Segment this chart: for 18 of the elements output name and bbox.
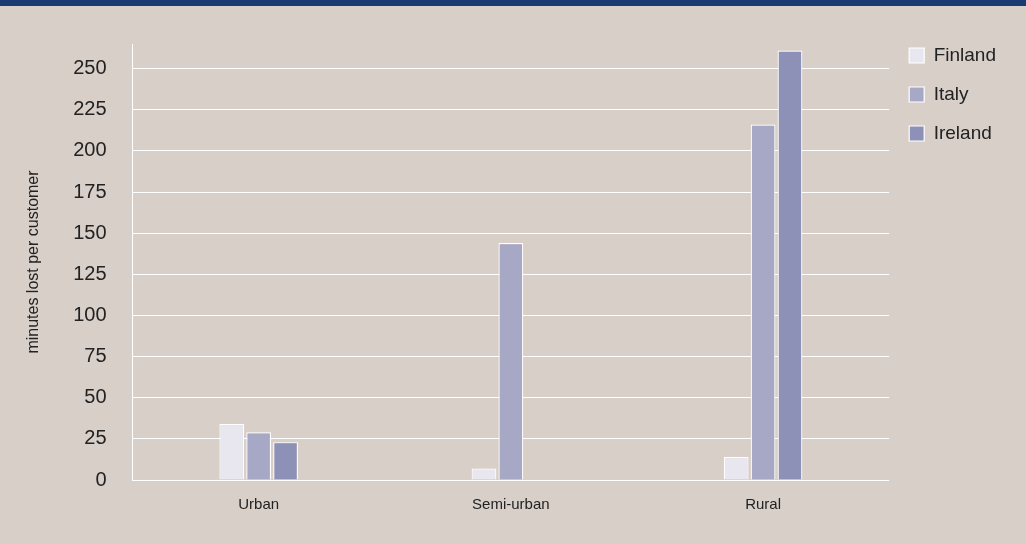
y-tick-label: 25 (84, 426, 107, 449)
y-tick-label: 125 (73, 261, 107, 284)
legend-label: Ireland (933, 121, 992, 143)
y-tick-label: 50 (84, 385, 107, 408)
y-tick-label: 200 (73, 138, 107, 161)
x-tick-label: Semi-urban (472, 495, 550, 513)
x-tick-label: Rural (745, 495, 782, 513)
y-tick-label: 75 (84, 344, 107, 367)
y-axis-title: minutes lost per customer (24, 169, 42, 354)
y-tick-label: 0 (95, 467, 107, 490)
x-tick-label: Urban (238, 495, 280, 513)
y-tick-label: 100 (73, 302, 107, 325)
y-tick-label: 175 (73, 179, 107, 202)
y-tick-label: 250 (73, 56, 107, 79)
y-tick-label: 225 (73, 97, 107, 120)
legend-label: Finland (933, 43, 997, 65)
y-tick-label: 150 (73, 220, 107, 243)
legend-label: Italy (933, 82, 970, 104)
